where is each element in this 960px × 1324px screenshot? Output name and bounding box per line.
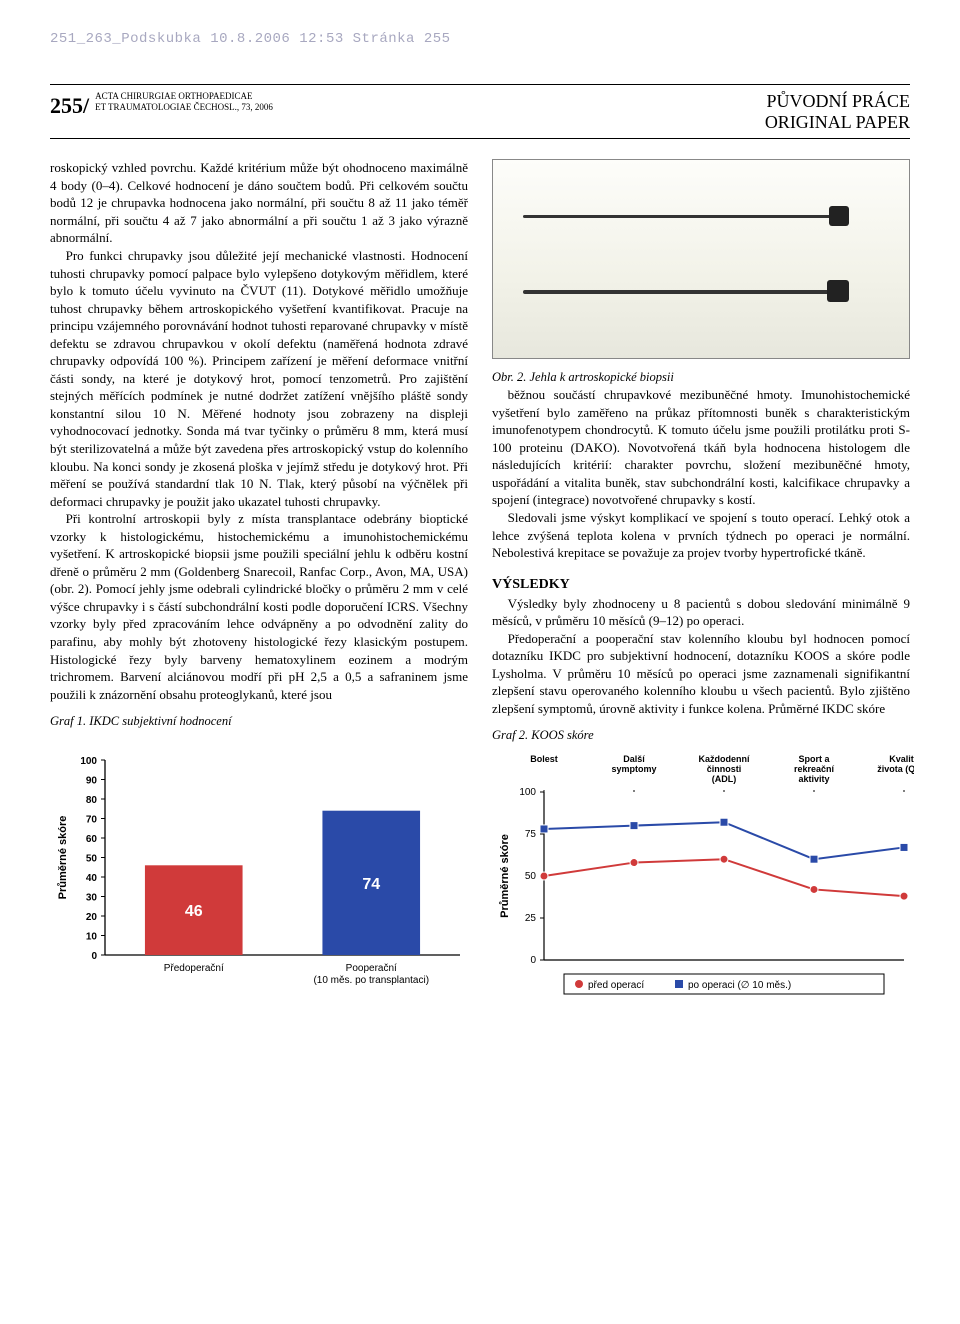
article-type-en: ORIGINAL PAPER — [765, 112, 910, 132]
right-p2: Sledovali jsme výskyt komplikací ve spoj… — [492, 509, 910, 562]
svg-text:0: 0 — [91, 951, 97, 962]
svg-text:Kvalita: Kvalita — [889, 754, 914, 764]
svg-text:25: 25 — [525, 913, 537, 924]
print-header: 251_263_Podskubka 10.8.2006 12:53 Stránk… — [50, 30, 910, 49]
svg-text:50: 50 — [86, 854, 98, 865]
svg-text:30: 30 — [86, 893, 98, 904]
svg-text:Průměrné skóre: Průměrné skóre — [499, 834, 511, 918]
chart1-cell: 0 10 20 30 40 50 60 70 80 90 100 Průměrné skóre 46 Př… — [50, 750, 470, 1000]
chart2-line: 0 25 50 75 100 Průměrné skóre Bolest Dalšísympt… — [494, 750, 914, 1000]
svg-text:před operací: před operací — [588, 980, 644, 991]
svg-text:Bolest: Bolest — [530, 754, 558, 764]
needle-top-icon — [523, 215, 843, 218]
svg-text:života (QOL): života (QOL) — [877, 764, 914, 774]
graf1-caption: Graf 1. IKDC subjektivní hodnocení — [50, 713, 468, 730]
svg-text:Každodenní: Každodenní — [699, 754, 750, 764]
right-p1: běžnou součástí chrupavkové mezibuněčné … — [492, 386, 910, 509]
svg-text:10: 10 — [86, 932, 98, 943]
svg-text:Pooperační: Pooperační — [346, 963, 397, 974]
svg-text:Předoperační: Předoperační — [164, 963, 224, 974]
svg-text:46: 46 — [185, 903, 203, 920]
svg-text:20: 20 — [86, 912, 98, 923]
left-column: roskopický vzhled povrchu. Každé kritéri… — [50, 159, 468, 744]
svg-text:(ADL): (ADL) — [712, 774, 737, 784]
svg-text:0: 0 — [530, 955, 536, 966]
figure-2-caption: Obr. 2. Jehla k artroskopické biopsii — [492, 369, 910, 386]
svg-text:činnosti: činnosti — [707, 764, 742, 774]
section-heading-results: VÝSLEDKY — [492, 576, 910, 595]
right-p4: Předoperační a pooperační stav kolenního… — [492, 630, 910, 718]
masthead-right: PŮVODNÍ PRÁCE ORIGINAL PAPER — [765, 91, 910, 132]
svg-text:Průměrné skóre: Průměrné skóre — [57, 816, 69, 900]
journal-title: ACTA CHIRURGIAE ORTHOPAEDICAE ET TRAUMAT… — [95, 91, 273, 113]
masthead: 255/ ACTA CHIRURGIAE ORTHOPAEDICAE ET TR… — [50, 91, 910, 132]
charts-row: 0 10 20 30 40 50 60 70 80 90 100 Průměrné skóre 46 Př… — [50, 750, 910, 1000]
chart2-cell: 0 25 50 75 100 Průměrné skóre Bolest Dalšísympt… — [494, 750, 914, 1000]
journal-line2: ET TRAUMATOLOGIAE ČECHOSL., 73, 2006 — [95, 102, 273, 112]
svg-text:90: 90 — [86, 776, 98, 787]
svg-text:po operaci (∅ 10 měs.): po operaci (∅ 10 měs.) — [688, 980, 791, 991]
right-column: Obr. 2. Jehla k artroskopické biopsii bě… — [492, 159, 910, 744]
svg-text:(10 měs. po transplantaci): (10 měs. po transplantaci) — [313, 975, 429, 986]
figure-2-image — [492, 159, 910, 359]
masthead-left: 255/ ACTA CHIRURGIAE ORTHOPAEDICAE ET TR… — [50, 91, 273, 121]
svg-text:symptomy: symptomy — [611, 764, 656, 774]
page-number: 255/ — [50, 91, 89, 121]
chart1-bar: 0 10 20 30 40 50 60 70 80 90 100 Průměrné skóre 46 Př… — [50, 750, 470, 1000]
left-p3: Při kontrolní artroskopii byly z místa t… — [50, 510, 468, 703]
text-columns: roskopický vzhled povrchu. Každé kritéri… — [50, 159, 910, 744]
needle-bottom-icon — [523, 290, 843, 294]
article-type-cz: PŮVODNÍ PRÁCE — [766, 91, 910, 111]
graf2-caption: Graf 2. KOOS skóre — [492, 727, 910, 744]
svg-text:75: 75 — [525, 829, 537, 840]
svg-text:Další: Další — [623, 754, 645, 764]
journal-line1: ACTA CHIRURGIAE ORTHOPAEDICAE — [95, 91, 252, 101]
right-p3: Výsledky byly zhodnoceny u 8 pacientů s … — [492, 595, 910, 630]
svg-text:80: 80 — [86, 795, 98, 806]
svg-text:50: 50 — [525, 871, 537, 882]
svg-text:60: 60 — [86, 834, 98, 845]
rule-top — [50, 84, 910, 85]
svg-text:aktivity: aktivity — [798, 774, 829, 784]
svg-text:100: 100 — [519, 787, 536, 798]
svg-text:70: 70 — [86, 815, 98, 826]
svg-text:40: 40 — [86, 873, 98, 884]
left-p1: roskopický vzhled povrchu. Každé kritéri… — [50, 159, 468, 247]
svg-text:Sport a: Sport a — [798, 754, 830, 764]
left-p2: Pro funkci chrupavky jsou důležité její … — [50, 247, 468, 510]
svg-text:74: 74 — [362, 876, 380, 893]
svg-text:rekreační: rekreační — [794, 764, 835, 774]
svg-text:100: 100 — [80, 756, 97, 767]
rule-mid — [50, 138, 910, 139]
